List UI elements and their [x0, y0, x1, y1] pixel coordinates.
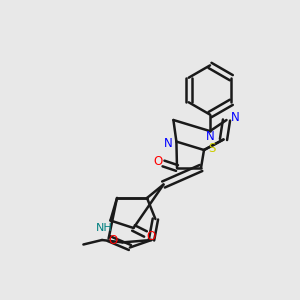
Text: NH: NH — [95, 223, 112, 233]
Text: N: N — [230, 111, 239, 124]
Text: N: N — [206, 130, 215, 143]
Text: O: O — [109, 233, 118, 247]
Text: N: N — [164, 136, 172, 150]
Text: O: O — [154, 154, 163, 168]
Text: O: O — [146, 230, 155, 244]
Text: S: S — [209, 142, 216, 155]
